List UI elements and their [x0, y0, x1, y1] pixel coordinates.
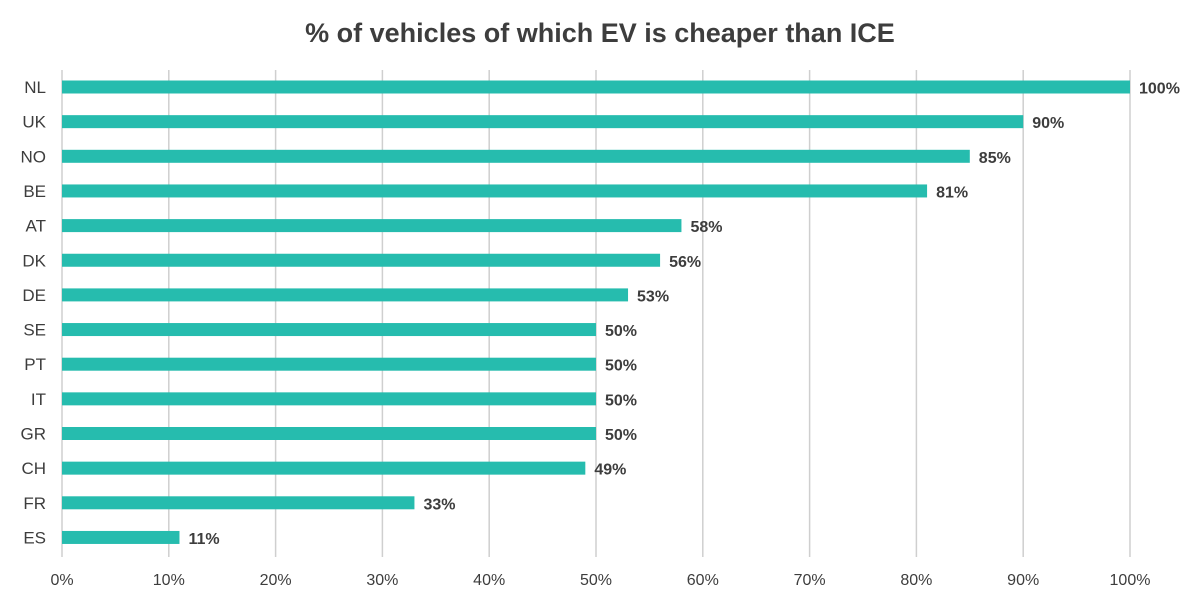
- data-label: 56%: [669, 254, 701, 271]
- bar-be: [62, 184, 928, 198]
- category-label: SE: [23, 321, 46, 340]
- bars: [62, 80, 1130, 544]
- category-label: CH: [21, 459, 46, 478]
- bar-pt: [62, 357, 596, 371]
- category-label: NL: [24, 78, 46, 97]
- x-tick-label: 20%: [260, 572, 292, 589]
- data-label: 33%: [423, 496, 455, 513]
- category-label: DK: [22, 251, 46, 270]
- category-label: UK: [22, 113, 46, 132]
- category-label: BE: [23, 182, 46, 201]
- category-label: GR: [21, 425, 47, 444]
- data-label: 50%: [605, 392, 637, 409]
- category-label: AT: [26, 217, 46, 236]
- category-label: NO: [21, 147, 47, 166]
- data-label: 100%: [1139, 81, 1180, 98]
- data-label: 50%: [605, 358, 637, 375]
- bar-es: [62, 530, 180, 544]
- category-label: DE: [22, 286, 46, 305]
- data-label: 53%: [637, 288, 669, 305]
- x-tick-label: 40%: [473, 572, 505, 589]
- category-label: FR: [23, 494, 46, 513]
- data-label: 49%: [594, 462, 626, 479]
- category-label: IT: [31, 390, 46, 409]
- x-tick-label: 100%: [1110, 572, 1151, 589]
- bar-uk: [62, 115, 1024, 129]
- data-label: 81%: [936, 184, 968, 201]
- data-label: 50%: [605, 427, 637, 444]
- category-label: PT: [24, 355, 46, 374]
- category-label: ES: [23, 528, 46, 547]
- data-labels: 100% 90% 85% 81% 58% 56%53% 50% 50% 50% 50% 49% 33%…: [188, 81, 1179, 548]
- bar-de: [62, 288, 629, 302]
- gridlines: [61, 70, 1131, 557]
- data-label: 85%: [979, 150, 1011, 167]
- data-label: 58%: [690, 219, 722, 236]
- x-axis-tick-labels: 0% 10% 20% 30% 40% 50% 60% 70% 80% 90% 100%: [50, 572, 1150, 589]
- x-tick-label: 80%: [900, 572, 932, 589]
- bar-at: [62, 219, 682, 233]
- data-label: 90%: [1032, 115, 1064, 132]
- bar-se: [62, 323, 596, 337]
- bar-dk: [62, 253, 661, 267]
- x-tick-label: 60%: [687, 572, 719, 589]
- x-tick-label: 70%: [794, 572, 826, 589]
- x-tick-label: 50%: [580, 572, 612, 589]
- bar-it: [62, 392, 596, 406]
- bar-no: [62, 149, 970, 163]
- category-labels: NL UK NO BE AT DK DE SE PT IT GR CH FR ES: [21, 78, 47, 547]
- data-label: 11%: [188, 531, 219, 548]
- x-tick-label: 90%: [1007, 572, 1039, 589]
- bar-gr: [62, 427, 596, 440]
- bar-ch: [62, 461, 586, 475]
- bar-fr: [62, 496, 415, 510]
- chart-title: % of vehicles of which EV is cheaper tha…: [305, 18, 895, 48]
- x-tick-label: 30%: [366, 572, 398, 589]
- x-tick-label: 10%: [153, 572, 185, 589]
- data-label: 50%: [605, 323, 637, 340]
- bar-nl: [62, 80, 1130, 94]
- x-tick-label: 0%: [50, 572, 73, 589]
